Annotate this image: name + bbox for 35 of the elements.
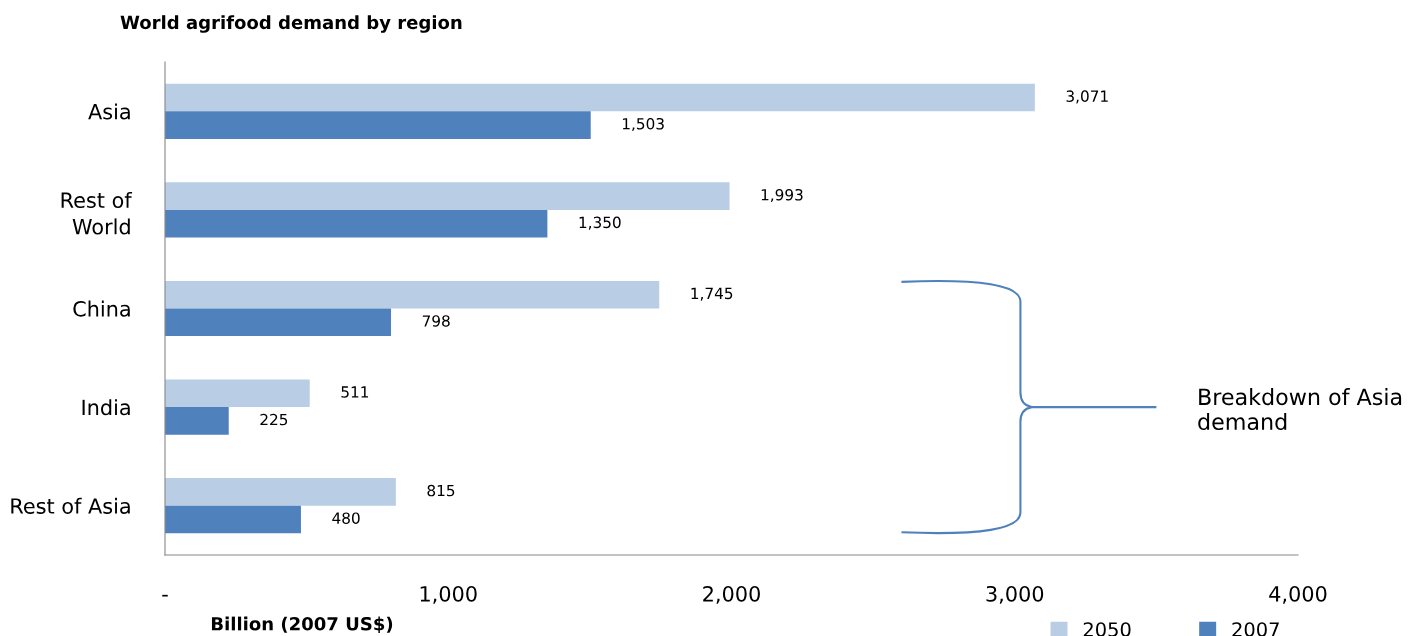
data-label: 1,745 [691, 287, 733, 301]
data-label: 1,350 [579, 216, 621, 230]
data-label: 815 [427, 484, 455, 497]
y-tick-label: Rest of World [61, 191, 133, 235]
data-label: 1,993 [761, 188, 803, 203]
bar [165, 182, 730, 210]
chart-title: World agrifood demand by region [120, 15, 462, 33]
bar [165, 379, 310, 408]
x-tick-label: 2,000 [703, 585, 760, 604]
legend-label: 2007 [1232, 622, 1279, 636]
x-tick-label: - [162, 594, 168, 597]
bar [165, 209, 548, 238]
bar [165, 308, 392, 337]
y-tick-label: Rest of Asia [11, 497, 130, 514]
bar [165, 111, 591, 139]
data-label: 1,503 [622, 117, 664, 132]
legend-label: 2050 [1083, 622, 1131, 636]
data-label: 225 [260, 413, 288, 426]
data-label: 3,071 [1066, 90, 1108, 104]
data-label: 798 [422, 315, 450, 327]
x-axis-title: Billion (2007 US$) [211, 616, 393, 633]
bar [165, 83, 1035, 112]
y-tick-label: India [82, 399, 130, 416]
x-tick-label: 1,000 [420, 585, 477, 604]
annotation: Breakdown of Asia demand [1198, 388, 1402, 431]
data-label: 480 [332, 512, 360, 524]
bar [165, 407, 229, 435]
bar [165, 505, 301, 534]
data-label: 511 [341, 386, 369, 398]
x-tick-label: 4,000 [1269, 585, 1327, 604]
x-tick-label: 3,000 [986, 585, 1044, 604]
y-tick-label: Asia [88, 103, 130, 120]
bar [165, 478, 396, 506]
y-tick-label: China [73, 300, 130, 317]
bar [165, 280, 660, 309]
